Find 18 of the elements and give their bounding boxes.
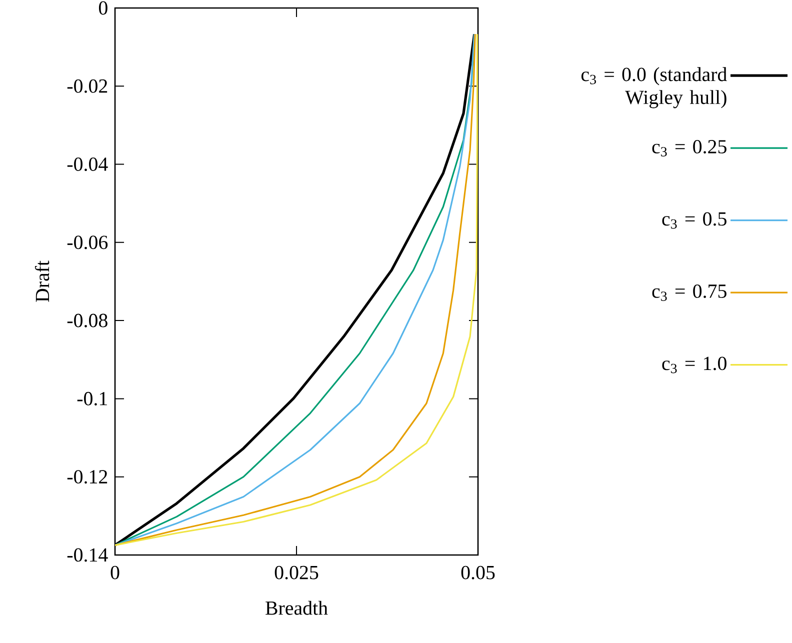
legend-label: c$_{3}$ = 0.75 [652,284,726,301]
y-tick-label: -0.12 [67,470,108,484]
x-tick-label: 0.025 [274,566,318,580]
legend-label: c$_{3}$ = 0.25 [652,140,726,156]
legend-label: c$_{3}$ = 0.0 (standard Wigley hull) [581,67,727,108]
x-tick-label: 0 [110,566,120,580]
legend-label: c$_{3}$ = 1.0 [662,356,726,374]
legend-label: c$_{3}$ = 0.5 [662,212,726,229]
y-tick-label: -0.04 [67,158,108,172]
y-tick-label: 0 [98,1,108,15]
y-tick-label: -0.08 [67,314,108,328]
x-axis-title: Breadth [266,600,328,615]
x-tick-label: 0.05 [461,566,495,580]
y-tick-label: -0.1 [77,392,107,406]
y-tick-label: -0.02 [67,79,108,93]
y-tick-label: -0.06 [67,236,108,250]
y-axis-title: Draft [34,260,50,302]
y-tick-label: -0.14 [67,548,108,562]
